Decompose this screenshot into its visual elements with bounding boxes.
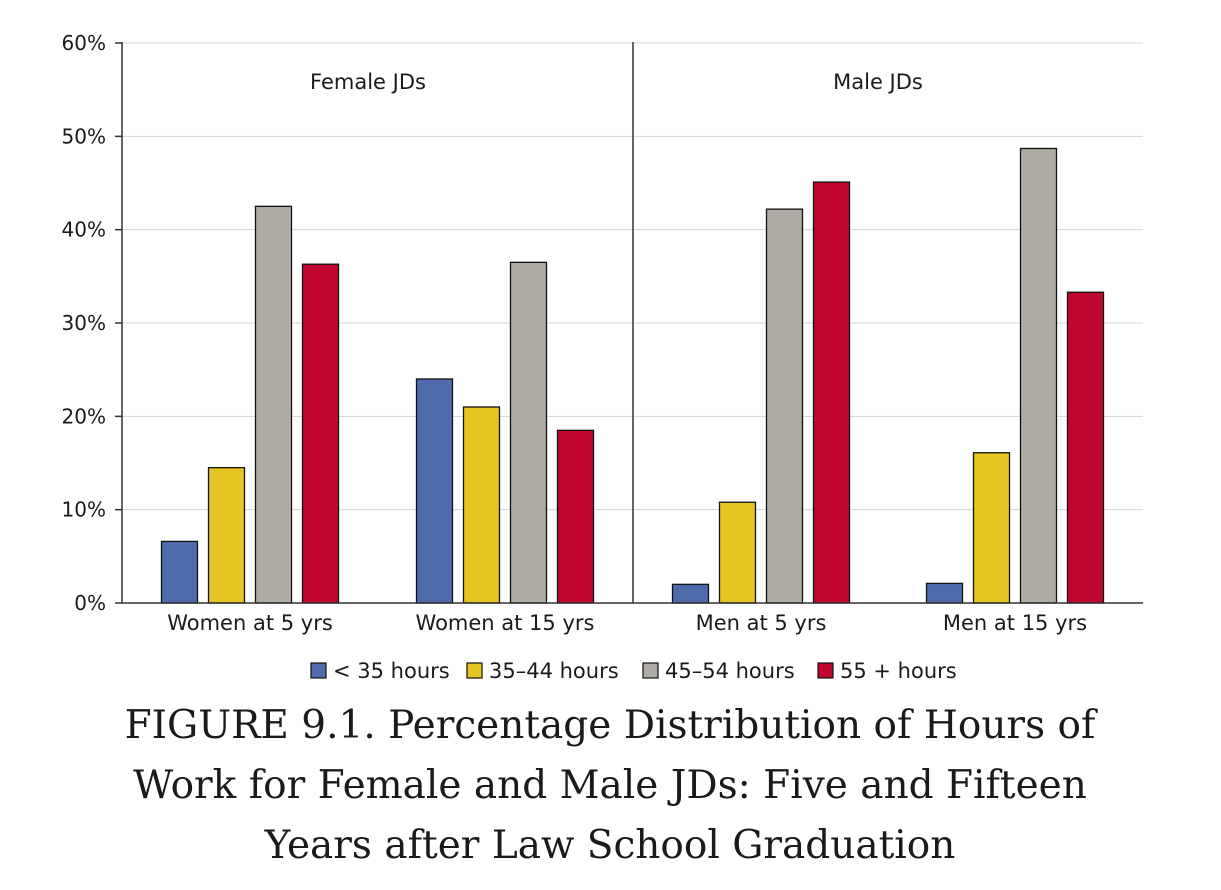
bar-4-women-at-5-yrs	[301, 263, 340, 604]
bar-1-men-at-15-yrs	[925, 582, 964, 604]
legend-label: 45–54 hours	[665, 659, 795, 683]
caption-line-1-text: Percentage Distribution of Hours of	[388, 703, 1096, 748]
panel-label-male: Male JDs	[833, 70, 923, 94]
panel-label-female: Female JDs	[310, 70, 426, 94]
bar-4-men-at-5-yrs	[812, 181, 851, 604]
bar-2-men-at-15-yrs	[972, 452, 1011, 604]
legend-label: 35–44 hours	[489, 659, 619, 683]
legend-swatch	[642, 662, 659, 679]
x-category-label: Men at 5 yrs	[696, 611, 827, 635]
y-tick-label: 30%	[62, 311, 106, 335]
legend-label: 55 + hours	[840, 659, 957, 683]
caption-line-1: FIGURE 9.1. Percentage Distribution of H…	[60, 696, 1160, 756]
legend-swatch	[466, 662, 483, 679]
x-category-labels: Women at 5 yrs Women at 15 yrs Men at 5 yr…	[167, 611, 1087, 635]
legend-swatch	[817, 662, 834, 679]
bar-1-men-at-5-yrs	[671, 583, 710, 604]
y-tick-label: 10%	[62, 498, 106, 522]
bar-4-men-at-15-yrs	[1066, 291, 1105, 604]
y-tick-label: 40%	[62, 218, 106, 242]
bar-3-men-at-5-yrs	[765, 208, 804, 604]
bars	[160, 147, 1105, 604]
bar-1-women-at-5-yrs	[160, 540, 199, 604]
legend-label: < 35 hours	[333, 659, 450, 683]
y-tick-label: 60%	[62, 31, 106, 55]
bar-2-women-at-5-yrs	[207, 467, 246, 604]
bar-3-women-at-5-yrs	[254, 205, 293, 604]
y-tick-label: 0%	[74, 591, 106, 615]
caption-line-2: Work for Female and Male JDs: Five and F…	[133, 763, 1087, 808]
bar-2-women-at-15-yrs	[462, 406, 501, 604]
caption-line-3: Years after Law School Graduation	[264, 823, 956, 868]
y-tick-label: 50%	[62, 124, 106, 148]
bar-1-women-at-15-yrs	[415, 378, 454, 604]
legend-swatch	[310, 662, 327, 679]
legend: < 35 hours 35–44 hours 45–54 hours 55 + hou…	[310, 659, 957, 683]
bar-3-men-at-15-yrs	[1019, 147, 1058, 604]
x-category-label: Women at 5 yrs	[167, 611, 333, 635]
axes	[121, 42, 1143, 604]
figure-number: FIGURE 9.1.	[124, 703, 376, 748]
y-tick-label: 20%	[62, 404, 106, 428]
bar-3-women-at-15-yrs	[509, 261, 548, 604]
figure-caption: FIGURE 9.1. Percentage Distribution of H…	[60, 696, 1160, 876]
bar-chart: 0%10%20%30%40%50%60% Women at 5 yrs Women…	[62, 31, 1143, 683]
x-category-label: Women at 15 yrs	[416, 611, 595, 635]
y-tick-labels: 0% 10% 20% 30% 40% 50% 60%	[62, 31, 106, 615]
bar-2-men-at-5-yrs	[718, 501, 757, 604]
bar-4-women-at-15-yrs	[556, 429, 595, 604]
x-category-label: Men at 15 yrs	[943, 611, 1087, 635]
